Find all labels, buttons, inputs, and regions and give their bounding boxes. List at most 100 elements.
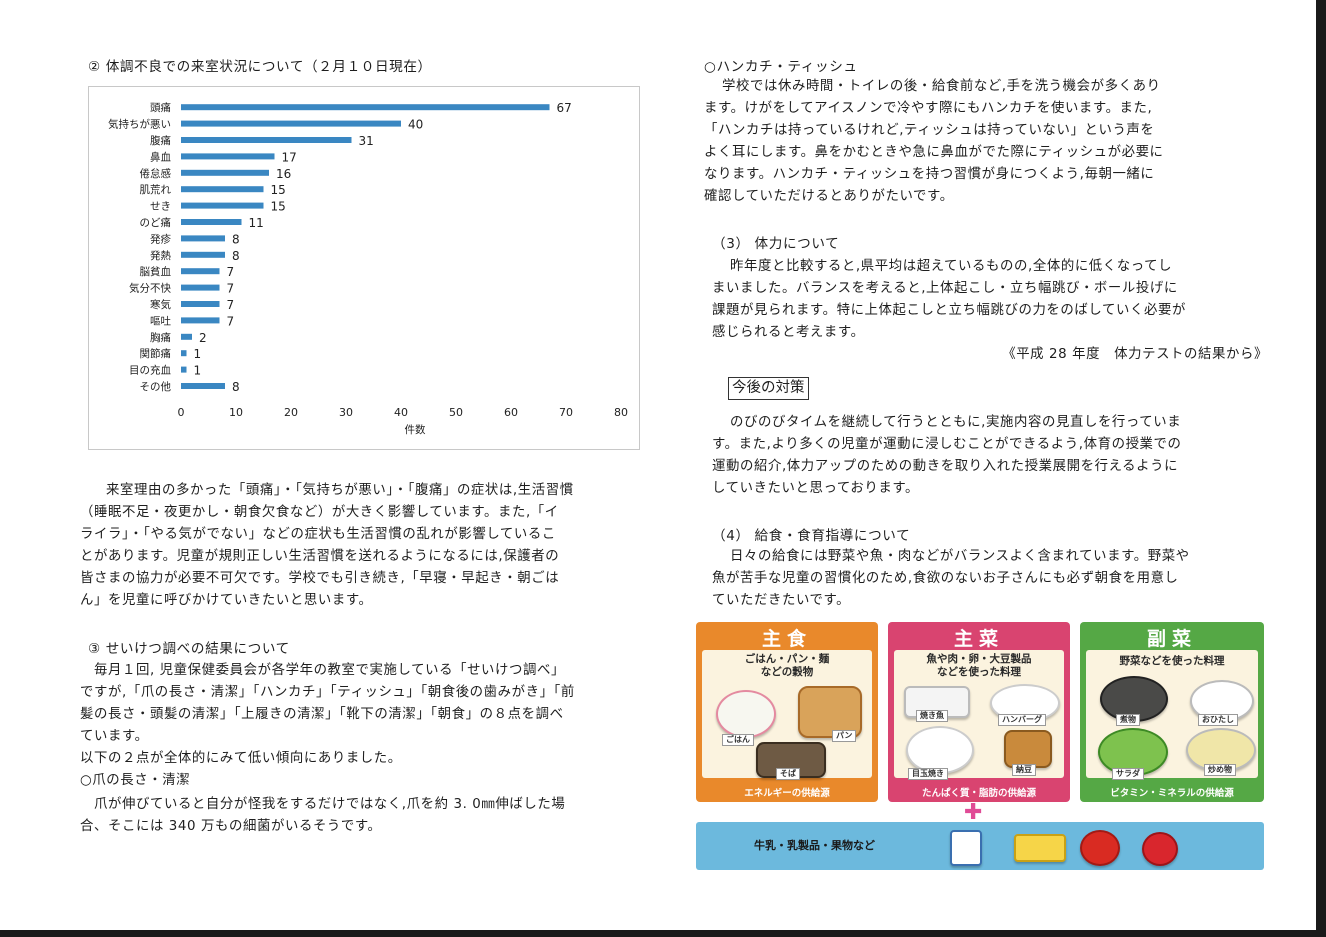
data-label: 1 bbox=[194, 347, 202, 361]
data-label: 8 bbox=[232, 232, 240, 246]
section3-body: 毎月１回, 児童保健委員会が各学年の教室で実施している「せいけつ調べ」 ですが,… bbox=[80, 663, 575, 744]
rice-bowl-icon bbox=[716, 690, 776, 738]
category-label: 関節痛 bbox=[140, 347, 172, 360]
natto-icon bbox=[1004, 730, 1052, 768]
food-label: おひたし bbox=[1198, 714, 1238, 726]
scan-edge-right bbox=[1316, 0, 1326, 937]
hanky-body: 学校では休み時間・トイレの後・給食前など,手を洗う機会が多くあり ます。けがをし… bbox=[704, 79, 1164, 204]
category-label: 頭痛 bbox=[150, 101, 171, 114]
data-label: 31 bbox=[359, 134, 374, 148]
data-label: 15 bbox=[271, 183, 286, 197]
staple-foot: エネルギーの供給源 bbox=[744, 788, 830, 799]
bar bbox=[181, 301, 220, 307]
side-dish-panel: 副菜 野菜などを使った料理 煮物 おひたし サラダ 炒め物 ビタミン・ミネラルの… bbox=[1080, 622, 1264, 802]
x-tick-label: 40 bbox=[394, 406, 408, 419]
category-label: 発疹 bbox=[150, 232, 171, 245]
main-dish-panel: 主菜 魚や肉・卵・大豆製品 などを使った料理 焼き魚 ハンバーグ 目玉焼き 納豆… bbox=[888, 622, 1070, 802]
lunch-title: （4） 給食・食育指導について bbox=[712, 528, 911, 544]
data-label: 11 bbox=[249, 216, 264, 230]
bar bbox=[181, 202, 264, 209]
data-label: 40 bbox=[408, 118, 423, 132]
main-dish-foot: たんぱく質・脂肪の供給源 bbox=[921, 788, 1036, 799]
category-label: 腹痛 bbox=[150, 134, 171, 147]
category-label: 脳貧血 bbox=[140, 265, 172, 278]
food-label: 炒め物 bbox=[1204, 764, 1236, 776]
staple-sub: ごはん・パン・麺 などの穀物 bbox=[744, 653, 830, 678]
fitness-source: 《平成 28 年度 体力テストの結果から》 bbox=[1002, 347, 1268, 362]
hanky-title: ○ハンカチ・ティッシュ bbox=[704, 59, 858, 75]
food-groups-illustration: 主食 ごはん・パン・麺 などの穀物 ごはん パン そば エネルギーの供給源 主菜… bbox=[696, 622, 1264, 870]
lunch-body: 日々の給食には野菜や魚・肉などがバランスよく含まれています。野菜や 魚が苦手な児… bbox=[712, 549, 1190, 608]
data-label: 16 bbox=[276, 167, 291, 181]
side-dish-title: 副菜 bbox=[1146, 628, 1197, 650]
category-label: 目の充血 bbox=[129, 364, 171, 377]
bar bbox=[181, 186, 264, 193]
plus-icon: ✚ bbox=[964, 800, 983, 825]
salad-icon bbox=[1098, 728, 1168, 776]
dairy-fruit-band: 牛乳・乳製品・果物など bbox=[696, 822, 1264, 870]
bar bbox=[181, 350, 187, 357]
category-label: 嘔吐 bbox=[150, 315, 171, 327]
category-label: 発熱 bbox=[150, 249, 171, 262]
main-dish-sub: 魚や肉・卵・大豆製品 などを使った料理 bbox=[926, 653, 1032, 678]
side-dish-inner: 野菜などを使った料理 煮物 おひたし サラダ 炒め物 bbox=[1086, 650, 1258, 780]
milk-carton-icon bbox=[950, 830, 982, 866]
category-label: 寒気 bbox=[150, 298, 171, 311]
category-label: その他 bbox=[140, 380, 172, 393]
food-label: パン bbox=[832, 730, 857, 742]
x-axis-title: 件数 bbox=[405, 423, 426, 436]
x-tick-label: 20 bbox=[284, 406, 298, 419]
cheese-icon bbox=[1014, 834, 1066, 862]
main-dish-title: 主菜 bbox=[953, 628, 1004, 650]
bar bbox=[181, 366, 187, 373]
bar bbox=[181, 137, 352, 143]
food-label: サラダ bbox=[1112, 768, 1144, 780]
bar bbox=[181, 268, 220, 275]
category-label: 気分不快 bbox=[129, 282, 171, 295]
bar bbox=[181, 383, 225, 389]
data-label: 7 bbox=[227, 314, 235, 328]
bar bbox=[181, 104, 550, 111]
bread-icon bbox=[798, 686, 862, 738]
x-tick-label: 50 bbox=[449, 406, 463, 419]
nails-title: ○爪の長さ・清潔 bbox=[80, 773, 191, 788]
food-label: 焼き魚 bbox=[916, 710, 948, 722]
bar bbox=[181, 169, 269, 176]
data-label: 17 bbox=[282, 150, 297, 164]
para-after-chart: 来室理由の多かった「頭痛」・「気持ちが悪い」・「腹痛」の症状は,生活習慣 （睡眠… bbox=[80, 483, 574, 608]
data-label: 7 bbox=[227, 282, 235, 296]
strawberry-icon bbox=[1142, 832, 1178, 866]
main-dish-inner: 魚や肉・卵・大豆製品 などを使った料理 焼き魚 ハンバーグ 目玉焼き 納豆 bbox=[894, 650, 1064, 780]
data-label: 8 bbox=[232, 249, 240, 263]
x-tick-label: 60 bbox=[504, 406, 518, 419]
bar bbox=[181, 153, 275, 160]
dairy-label: 牛乳・乳製品・果物など bbox=[754, 839, 875, 852]
category-label: 気持ちが悪い bbox=[108, 118, 171, 131]
food-label: ごはん bbox=[722, 734, 754, 746]
x-tick-label: 70 bbox=[559, 406, 573, 419]
section2-title: ② 体調不良での来室状況について（２月１０日現在） bbox=[88, 59, 432, 75]
data-label: 8 bbox=[232, 380, 240, 394]
fitness-body: 昨年度と比較すると,県平均は超えているものの,全体的に低くなってし まいました。… bbox=[712, 259, 1186, 340]
category-label: 鼻血 bbox=[150, 150, 171, 163]
food-label: ハンバーグ bbox=[998, 714, 1046, 726]
bar bbox=[181, 219, 242, 225]
bar bbox=[181, 235, 225, 242]
complaint-chart: 頭痛 67 気持ちが悪い 40 腹痛 31 鼻血 17 倦怠感 16 肌荒れ 15 せき 15 のど痛 11 発… bbox=[88, 86, 640, 450]
data-label: 7 bbox=[227, 265, 235, 279]
bar bbox=[181, 120, 401, 127]
scan-edge-bottom bbox=[0, 930, 1326, 937]
nails-body: 爪が伸びていると自分が怪我をするだけではなく,爪を約 3. 0㎜伸ばした場 合、… bbox=[80, 797, 566, 834]
bar bbox=[181, 284, 220, 291]
section3-line2: 以下の２点が全体的にみて低い傾向にありました。 bbox=[80, 751, 402, 766]
food-label: 目玉焼き bbox=[908, 768, 948, 780]
staple-food-panel: 主食 ごはん・パン・麺 などの穀物 ごはん パン そば エネルギーの供給源 bbox=[696, 622, 878, 802]
side-dish-sub: 野菜などを使った料理 bbox=[1119, 655, 1225, 667]
future-body: のびのびタイムを継続して行うとともに,実施内容の見直しを行っていま す。また,よ… bbox=[712, 415, 1182, 496]
x-tick-label: 30 bbox=[339, 406, 353, 419]
data-label: 1 bbox=[194, 364, 202, 378]
side-dish-foot: ビタミン・ミネラルの供給源 bbox=[1110, 788, 1234, 799]
category-label: 倦怠感 bbox=[140, 167, 172, 180]
fried-egg-icon bbox=[906, 726, 974, 774]
bar bbox=[181, 333, 192, 340]
